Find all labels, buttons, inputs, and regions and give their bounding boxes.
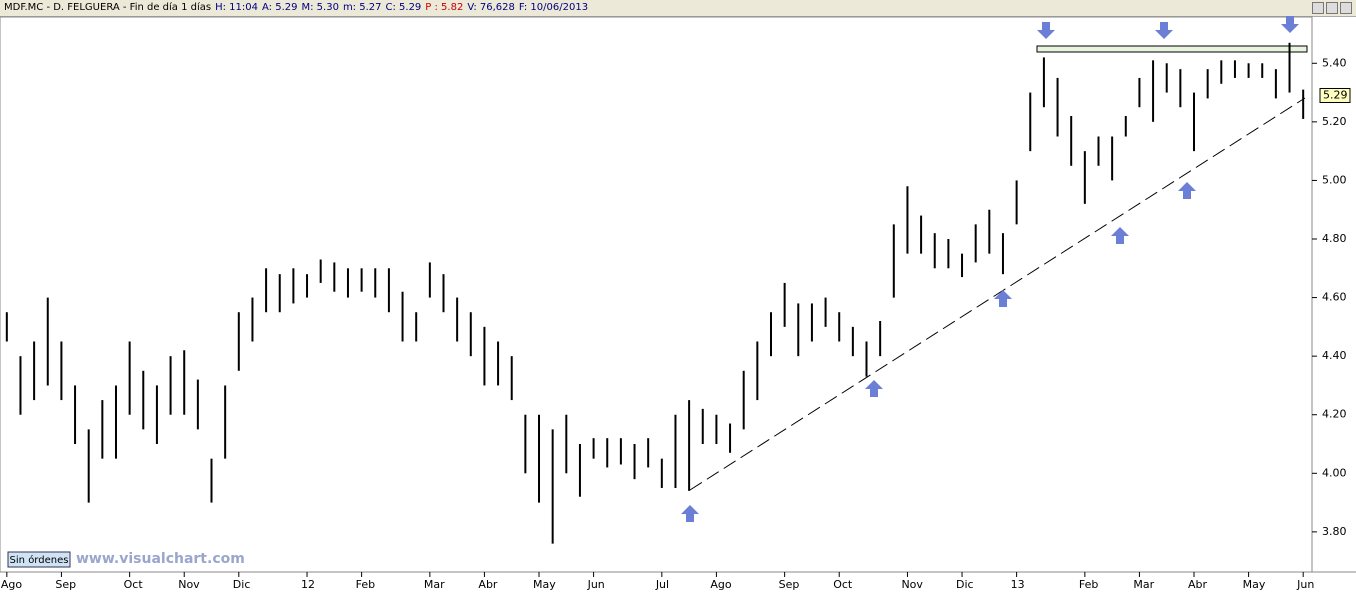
y-tick-label: 4.20	[1322, 408, 1347, 421]
y-tick-label: 5.20	[1322, 115, 1347, 128]
x-tick-label: Ago	[1, 578, 23, 591]
x-tick-label: Abr	[478, 578, 498, 591]
x-tick-label: Jul	[655, 578, 669, 591]
header-item: F: 10/06/2013	[518, 2, 589, 13]
x-tick-label: May	[1243, 578, 1266, 591]
arrows	[681, 16, 1299, 522]
plot-area	[0, 16, 1313, 573]
last-price-label: 5.29	[1323, 88, 1348, 101]
trend-line	[689, 97, 1306, 491]
window-controls	[1312, 2, 1352, 14]
header-item: C: 5.29	[385, 2, 422, 13]
close-button[interactable]	[1340, 2, 1352, 14]
y-tick-label: 4.60	[1322, 291, 1347, 304]
y-tick-label: 4.40	[1322, 349, 1347, 362]
status-box[interactable]	[7, 551, 71, 568]
x-tick-label: Dic	[233, 578, 251, 591]
x-tick-label: 12	[301, 578, 315, 591]
header-item: A: 5.29	[262, 2, 298, 13]
x-tick-label: Sep	[779, 578, 800, 591]
y-tick-label: 4.80	[1322, 232, 1347, 245]
x-tick-label: Ago	[710, 578, 732, 591]
resistance-box	[1036, 45, 1308, 53]
x-tick-label: Abr	[1188, 578, 1208, 591]
last-price-box	[1319, 87, 1351, 103]
x-tick-label: 13	[1011, 578, 1025, 591]
x-tick-label: Feb	[1079, 578, 1098, 591]
x-tick-label: Nov	[901, 578, 923, 591]
header-item: M: 5.30	[301, 2, 339, 13]
y-tick-label: 4.00	[1322, 466, 1347, 479]
y-tick-label: 5.00	[1322, 173, 1347, 186]
header-item: P : 5.82	[425, 2, 464, 13]
x-tick-label: Dic	[956, 578, 974, 591]
x-tick-label: May	[533, 578, 556, 591]
x-tick-label: Jun	[1296, 578, 1314, 591]
minimize-button[interactable]	[1312, 2, 1324, 14]
maximize-button[interactable]	[1326, 2, 1338, 14]
status-text: Sin órdenes	[10, 554, 69, 566]
header-item: MDF.MC - D. FELGUERA - Fin de día 1 días	[4, 2, 212, 13]
x-tick-label: Mar	[424, 578, 445, 591]
x-tick-label: Oct	[833, 578, 853, 591]
x-tick-label: Mar	[1133, 578, 1154, 591]
header-item: m: 5.27	[342, 2, 382, 13]
watermark: www.visualchart.com	[76, 551, 245, 567]
x-tick-label: Nov	[178, 578, 200, 591]
x-tick-label: Jun	[587, 578, 605, 591]
y-tick-label: 3.80	[1322, 525, 1347, 538]
header-item: H: 11:04	[215, 2, 258, 13]
x-tick-label: Feb	[356, 578, 375, 591]
x-tick-label: Oct	[124, 578, 144, 591]
header-item: V: 76,628	[467, 2, 515, 13]
y-tick-label: 5.40	[1322, 56, 1347, 69]
x-tick-label: Sep	[55, 578, 76, 591]
